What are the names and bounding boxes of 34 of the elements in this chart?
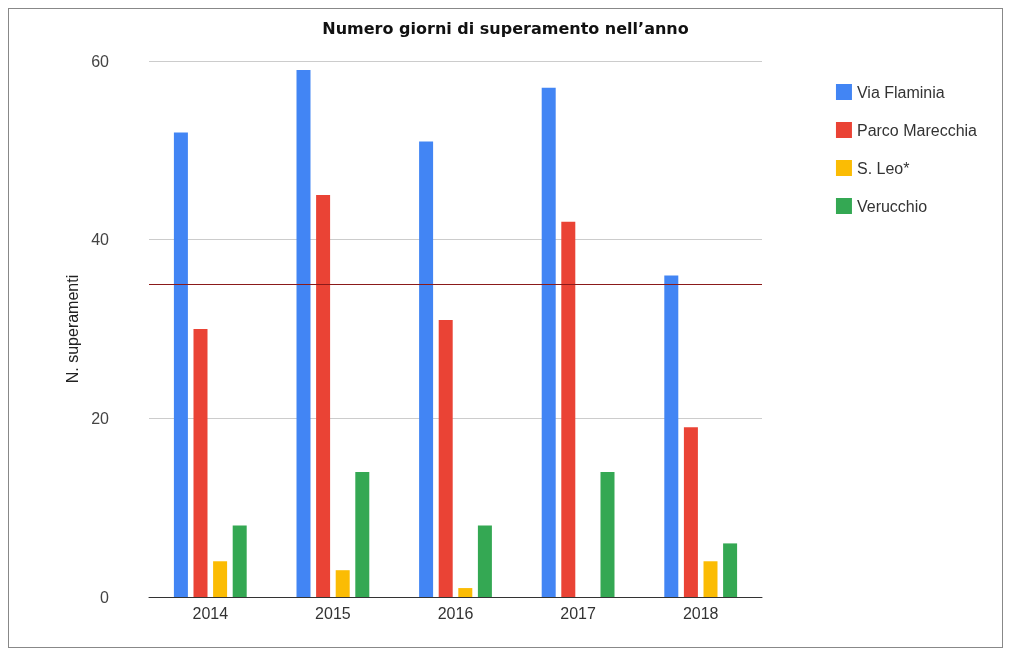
bar [683,427,698,597]
x-tick-label: 2016 [437,604,474,622]
bar [296,69,311,597]
y-tick-label: 40 [91,231,110,249]
chart-title: Numero giorni di superamento nell’anno [322,18,689,38]
y-tick-label: 0 [100,588,110,606]
bar [600,471,615,597]
bar [355,471,370,597]
legend-label: Parco Marecchia [856,121,978,139]
x-tick-label: 2015 [315,604,351,622]
bar [664,275,679,597]
bar [723,543,738,597]
bar [419,141,434,597]
x-tick-label: 2017 [560,604,596,622]
bar [541,87,556,597]
bar [561,221,576,597]
y-tick-label: 60 [91,52,110,70]
bar [316,195,331,597]
bar [438,320,453,597]
legend-label: Via Flaminia [856,83,945,101]
legend-label: S. Leo* [856,159,910,177]
bar [477,525,492,597]
legend-label: Verucchio [856,197,928,215]
bar [703,561,718,597]
bar [213,561,228,597]
bar [335,570,350,597]
x-tick-label: 2014 [192,604,229,622]
y-tick-label: 20 [91,409,110,427]
y-axis-title: N. superamenti [63,274,81,384]
bar [232,525,247,597]
x-tick-label: 2018 [682,604,719,622]
bar [173,132,188,597]
bar [458,588,473,597]
bar [193,329,208,597]
